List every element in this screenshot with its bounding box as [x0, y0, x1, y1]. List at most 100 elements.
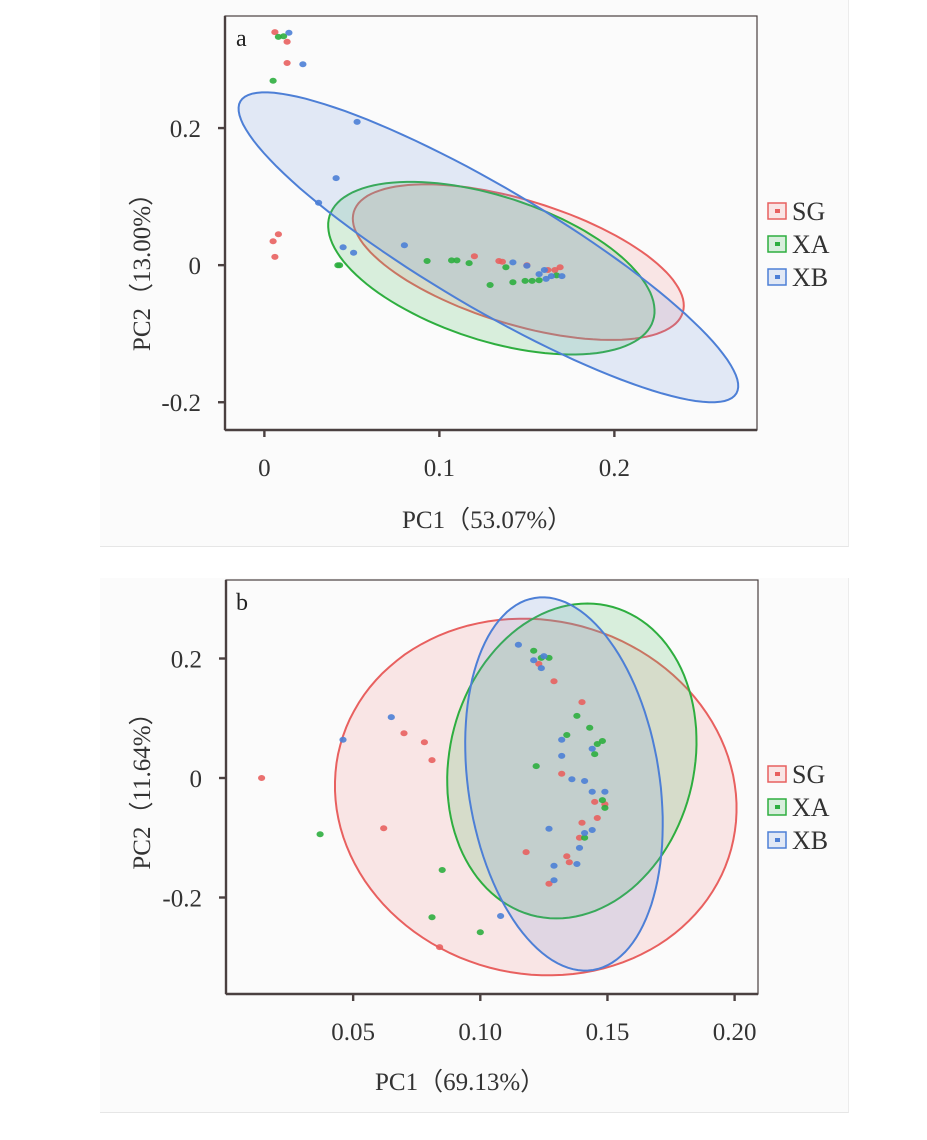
- data-point-sg: [283, 60, 291, 66]
- y-tick-label: -0.2: [161, 390, 201, 417]
- data-point-xa: [316, 831, 324, 838]
- data-point-xa: [423, 258, 431, 264]
- y-tick-label: 0.2: [171, 647, 202, 674]
- legend-label-xa: XA: [792, 793, 830, 822]
- y-tick-label: 0.2: [170, 116, 201, 143]
- data-point-xa: [601, 804, 609, 811]
- data-point-xa: [509, 279, 517, 286]
- data-point-sg: [271, 29, 279, 36]
- legend-dot-sg: [775, 209, 780, 213]
- data-point-xa: [530, 647, 538, 654]
- x-tick-label: 0.2: [599, 455, 630, 482]
- data-point-xb: [332, 175, 340, 182]
- x-tick-label: 0.20: [713, 1019, 757, 1046]
- legend-item-xa: XA: [767, 230, 830, 259]
- data-point-xa: [486, 282, 494, 288]
- data-point-xa: [476, 929, 484, 936]
- data-point-xa: [586, 724, 594, 731]
- x-tick-label: 0: [258, 455, 271, 482]
- x-axis-title-b: PC1（69.13%）: [375, 1068, 545, 1096]
- data-point-xa: [532, 763, 540, 770]
- pca-plot-b: 0.05 0.10 0.15 0.20 -0.2 0 0.2 b SG XA XB PC1（…: [128, 579, 830, 1096]
- legend-dot-xa: [775, 805, 780, 809]
- data-point-xb: [285, 29, 293, 36]
- data-point-xa: [428, 914, 436, 921]
- data-point-xa: [438, 867, 446, 873]
- legend-a: SG XA XB: [767, 197, 830, 292]
- data-point-sg: [522, 849, 530, 856]
- data-point-sg: [269, 238, 277, 245]
- legend-item-xb: XB: [767, 263, 828, 292]
- data-point-xb: [339, 244, 347, 251]
- data-point-xa: [528, 277, 536, 284]
- points-group: [269, 29, 566, 288]
- data-point-xb: [547, 273, 555, 280]
- data-point-xa: [598, 738, 606, 744]
- ellipses-group: [237, 91, 740, 404]
- legend-b: SG XA XB: [767, 760, 830, 855]
- data-point-sg: [545, 880, 553, 887]
- ellipses-group: [334, 596, 738, 977]
- confidence-ellipse-xa: [327, 180, 656, 356]
- data-point-sg: [380, 825, 388, 832]
- data-point-xa: [502, 264, 510, 271]
- data-point-xa: [573, 712, 581, 719]
- data-point-sg: [563, 853, 571, 860]
- pca-plot-a: 0 0.1 0.2 -0.2 0 0.2 a SG XA XB PC1（53.07%） P…: [128, 15, 830, 534]
- data-point-xb: [497, 913, 505, 919]
- data-point-xb: [581, 830, 589, 836]
- x-tick-label: 0.10: [458, 1019, 502, 1046]
- data-point-xb: [540, 267, 548, 273]
- legend-label-sg: SG: [792, 197, 825, 226]
- data-point-xb: [558, 736, 566, 743]
- data-point-sg: [575, 834, 584, 841]
- data-point-xa: [336, 262, 344, 269]
- confidence-ellipse-sg: [351, 183, 685, 341]
- data-point-xb: [299, 61, 307, 68]
- data-point-xb: [550, 862, 558, 869]
- data-point-xa: [453, 257, 461, 264]
- data-point-xb: [400, 242, 408, 249]
- data-point-xb: [530, 657, 538, 664]
- x-tick-label: 0.1: [424, 455, 455, 482]
- data-point-sg: [558, 770, 566, 777]
- data-point-sg: [593, 815, 601, 821]
- legend-item-sg: SG: [767, 197, 825, 226]
- data-point-xa: [563, 732, 571, 738]
- data-point-xb: [545, 825, 553, 832]
- data-point-xb: [550, 877, 558, 884]
- legend-item-sg: SG: [767, 760, 825, 789]
- data-point-xb: [523, 262, 531, 269]
- data-point-sg: [271, 253, 279, 260]
- data-point-xb: [537, 665, 545, 672]
- data-point-xb: [575, 844, 584, 851]
- x-tick-label: 0.15: [586, 1019, 630, 1046]
- data-point-xb: [558, 273, 566, 280]
- legend-label-xb: XB: [792, 826, 828, 855]
- points-group: [258, 641, 609, 951]
- legend-label-sg: SG: [792, 760, 825, 789]
- data-point-xa: [535, 277, 543, 284]
- axes-group: 0 0.1 0.2 -0.2 0 0.2: [161, 15, 758, 482]
- legend-item-xa: XA: [767, 793, 830, 822]
- data-point-xb: [558, 752, 566, 759]
- data-point-xb: [315, 199, 323, 206]
- data-point-sg: [550, 678, 558, 685]
- legend-item-xb: XB: [767, 826, 828, 855]
- y-tick-label: 0: [190, 766, 203, 793]
- data-point-sg: [274, 231, 282, 238]
- data-point-sg: [258, 775, 266, 781]
- legend-label-xa: XA: [792, 230, 830, 259]
- y-axis-title-b: PC2（11.64%）: [128, 700, 156, 869]
- data-point-xa: [581, 834, 589, 841]
- data-point-xb: [353, 118, 361, 125]
- data-point-xa: [521, 277, 529, 284]
- data-point-xb: [588, 788, 596, 795]
- data-point-xa: [448, 257, 456, 264]
- data-point-sg: [400, 730, 408, 737]
- confidence-ellipse-xb: [464, 596, 664, 972]
- axes-group: 0.05 0.10 0.15 0.20 -0.2 0 0.2: [162, 579, 759, 1046]
- data-point-xb: [540, 653, 548, 660]
- data-point-xa: [598, 797, 606, 804]
- data-point-xa: [593, 741, 601, 747]
